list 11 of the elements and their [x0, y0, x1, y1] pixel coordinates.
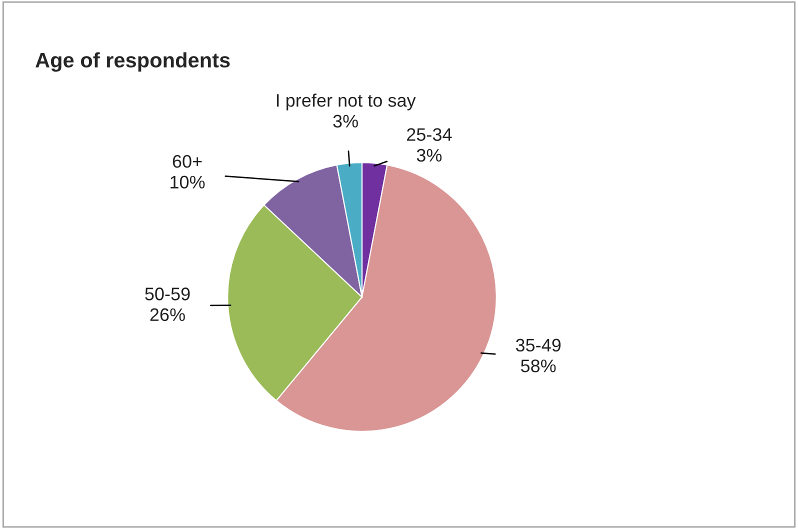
slice-label: 50-59 [145, 288, 190, 300]
slice-label: 35-49 [516, 338, 561, 352]
slice-label: 60+ [172, 155, 202, 168]
slice-label: 25-34 [407, 128, 452, 141]
data-label: 3% [333, 114, 358, 128]
slice-label: I prefer not to say [276, 94, 416, 110]
chart-title: Age of respondents [36, 52, 230, 72]
data-label: 26% [150, 308, 185, 322]
data-label: 10% [170, 176, 205, 189]
data-label: 58% [520, 360, 556, 372]
data-label: 3% [416, 148, 442, 162]
